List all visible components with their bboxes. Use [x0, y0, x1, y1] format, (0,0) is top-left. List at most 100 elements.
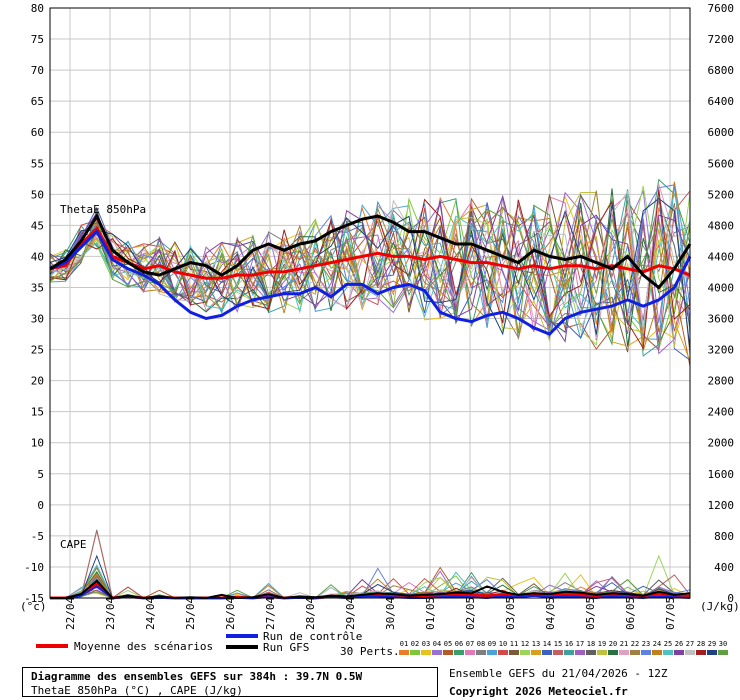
member-swatch [685, 650, 695, 655]
member-number: 16 [565, 640, 573, 648]
left-tick-label: 40 [31, 250, 44, 263]
member-swatch [443, 650, 453, 655]
plot-frame [49, 7, 691, 599]
ensemble-member-line [49, 192, 691, 348]
left-tick-label: 55 [31, 157, 44, 170]
member-swatch [674, 650, 684, 655]
right-tick-label: 4800 [708, 219, 735, 232]
member-number: 03 [422, 640, 430, 648]
member-swatch [399, 650, 409, 655]
member-swatch [652, 650, 662, 655]
footer-run-info: Ensemble GEFS du 21/04/2026 - 12Z [449, 667, 668, 680]
left-tick-label: 30 [31, 313, 44, 326]
right-tick-label: 4000 [708, 281, 735, 294]
legend-mean-label: Moyenne des scénarios [74, 640, 213, 653]
x-tick-label: 22/04 [64, 597, 77, 630]
x-axis-ticks: 22/04 23/04 24/04 25/04 26/04 27/04 28/04 29/04… [64, 597, 677, 630]
member-swatch [641, 650, 651, 655]
left-tick-label: 75 [31, 33, 44, 46]
member-swatch [619, 650, 629, 655]
member-number: 28 [697, 640, 705, 648]
member-swatch [542, 650, 552, 655]
x-tick-label: 03/05 [504, 597, 517, 630]
right-tick-label: 4400 [708, 250, 735, 263]
member-number: 26 [675, 640, 683, 648]
member-swatch [454, 650, 464, 655]
legend-control-label: Run de contrôle [263, 630, 362, 643]
left-tick-label: 70 [31, 64, 44, 77]
right-axis-unit: (J/kg) [700, 600, 740, 613]
x-tick-label: 01/05 [424, 597, 437, 630]
ensemble-member-line [49, 194, 691, 341]
member-number: 14 [543, 640, 551, 648]
ensemble-member-line [49, 193, 691, 330]
member-swatch [487, 650, 497, 655]
x-tick-label: 27/04 [264, 597, 277, 630]
right-tick-label: 2800 [708, 375, 735, 388]
right-tick-label: 6800 [708, 64, 735, 77]
left-tick-label: -5 [31, 530, 44, 543]
member-swatch [663, 650, 673, 655]
right-tick-label: 6400 [708, 95, 735, 108]
member-number: 13 [532, 640, 540, 648]
member-swatch [531, 650, 541, 655]
x-tick-label: 29/04 [344, 597, 357, 630]
member-number: 24 [653, 640, 661, 648]
x-tick-label: 26/04 [224, 597, 237, 630]
member-number: 20 [609, 640, 617, 648]
member-swatch [553, 650, 563, 655]
ensemble-member-line [49, 197, 691, 350]
member-swatch [564, 650, 574, 655]
member-number: 29 [708, 640, 716, 648]
member-number: 27 [686, 640, 694, 648]
x-tick-label: 25/04 [184, 597, 197, 630]
member-number: 11 [510, 640, 518, 648]
x-tick-label: 05/05 [584, 597, 597, 630]
right-tick-label: 3200 [708, 344, 735, 357]
x-tick-label: 24/04 [144, 597, 157, 630]
left-tick-label: 0 [37, 499, 44, 512]
x-tick-label: 06/05 [624, 597, 637, 630]
right-tick-label: 800 [714, 530, 734, 543]
legend-gfs-label: Run GFS [263, 641, 309, 654]
left-tick-label: 20 [31, 375, 44, 388]
footer-box: Diagramme des ensembles GEFS sur 384h : … [22, 667, 438, 697]
thetae-annotation: ThetaE 850hPa [60, 203, 146, 216]
member-swatch [718, 650, 728, 655]
left-tick-label: 50 [31, 188, 44, 201]
right-tick-label: 1200 [708, 499, 735, 512]
right-tick-label: 5200 [708, 188, 735, 201]
legend-perts-label: 30 Perts. [340, 645, 400, 658]
member-swatch [597, 650, 607, 655]
member-number: 09 [488, 640, 496, 648]
right-tick-label: 400 [714, 561, 734, 574]
member-number: 30 [719, 640, 727, 648]
right-tick-label: 2000 [708, 437, 735, 450]
footer-subtitle: ThetaE 850hPa (°C) , CAPE (J/kg) [31, 684, 243, 697]
x-tick-label: 02/05 [464, 597, 477, 630]
member-number: 08 [477, 640, 485, 648]
member-swatch [630, 650, 640, 655]
x-tick-label: 07/05 [664, 597, 677, 630]
left-tick-label: 45 [31, 219, 44, 232]
right-tick-label: 0 [727, 592, 734, 605]
cape-ensemble-members [50, 529, 691, 599]
member-number: 07 [466, 640, 474, 648]
member-swatch [498, 650, 508, 655]
member-number: 05 [444, 640, 452, 648]
member-number: 22 [631, 640, 639, 648]
footer-title: Diagramme des ensembles GEFS sur 384h : … [31, 670, 363, 683]
ensemble-member-legend: 01 02 03 04 05 06 07 08 09 10 11 12 13 14 15 16 17 18 19 20… [399, 640, 728, 655]
x-tick-label: 04/05 [544, 597, 557, 630]
control-series-line [49, 229, 692, 336]
x-tick-label: 23/04 [104, 597, 117, 630]
member-swatch [586, 650, 596, 655]
left-tick-label: 25 [31, 344, 44, 357]
member-swatch [520, 650, 530, 655]
left-tick-label: 10 [31, 437, 44, 450]
left-tick-label: 80 [31, 2, 44, 15]
ensemble-member-line [49, 190, 691, 330]
member-swatch [410, 650, 420, 655]
